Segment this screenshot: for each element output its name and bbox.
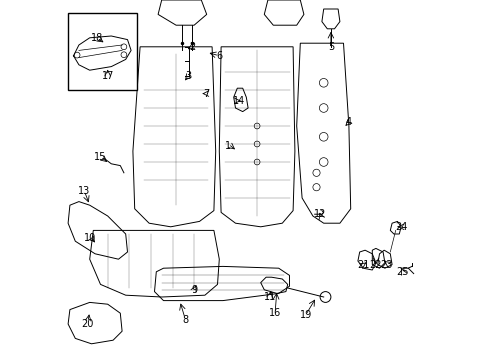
Text: 7: 7: [203, 89, 209, 99]
Text: 14: 14: [232, 96, 244, 106]
Text: 11: 11: [263, 292, 275, 302]
Text: 15: 15: [94, 152, 106, 162]
Text: 3: 3: [185, 71, 191, 81]
Text: 5: 5: [327, 42, 333, 52]
Text: 8: 8: [182, 315, 188, 325]
Text: 9: 9: [191, 285, 197, 295]
Text: 23: 23: [380, 260, 392, 270]
Text: 4: 4: [345, 117, 351, 127]
Text: 22: 22: [369, 260, 381, 270]
Text: 18: 18: [91, 33, 103, 43]
Text: 19: 19: [299, 310, 311, 320]
Text: 6: 6: [216, 51, 222, 61]
Text: 21: 21: [356, 260, 369, 270]
Text: 16: 16: [268, 308, 281, 318]
Text: 24: 24: [394, 222, 407, 232]
Text: 13: 13: [78, 186, 90, 196]
FancyBboxPatch shape: [68, 13, 136, 90]
Text: 20: 20: [81, 319, 94, 329]
Text: 1: 1: [225, 141, 231, 151]
Text: 25: 25: [396, 267, 408, 277]
Text: 12: 12: [313, 209, 325, 219]
Text: 2: 2: [189, 42, 195, 52]
Text: 17: 17: [102, 71, 114, 81]
Text: 10: 10: [83, 233, 96, 243]
